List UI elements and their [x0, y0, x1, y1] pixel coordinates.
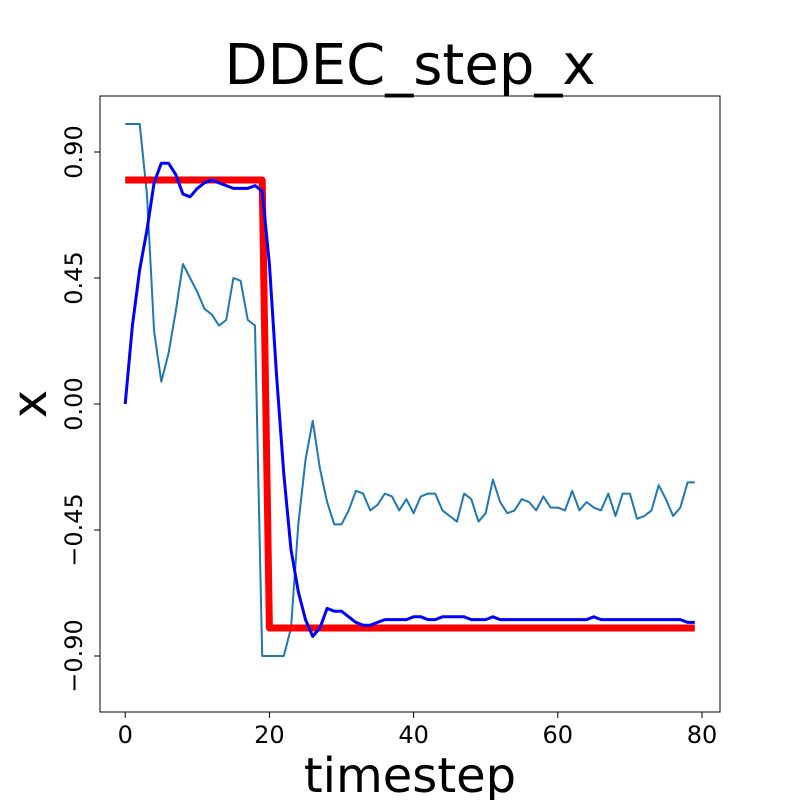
y-axis: 0.90 0.45 0.00 −0.45 −0.90 — [60, 125, 100, 693]
y-tick-label: −0.90 — [60, 619, 88, 693]
x-tick-label: 60 — [543, 721, 574, 749]
series-line-2 — [125, 176, 695, 632]
x-tick-label: 80 — [687, 721, 718, 749]
y-tick-label: 0.90 — [60, 125, 88, 178]
x-tick-label: 40 — [398, 721, 429, 749]
series-line-1 — [125, 123, 695, 657]
y-axis-label: x — [2, 390, 58, 418]
plot-area — [123, 123, 695, 657]
y-tick-label: 0.45 — [60, 251, 88, 304]
x-axis-label: timestep — [304, 748, 516, 800]
series-line-3 — [123, 161, 695, 638]
x-axis: 0 20 40 60 80 — [118, 712, 718, 749]
x-tick-label: 20 — [254, 721, 285, 749]
chart-title: DDEC_step_x — [225, 33, 596, 98]
y-tick-label: 0.00 — [60, 377, 88, 430]
x-tick-label: 0 — [118, 721, 133, 749]
y-tick-label: −0.45 — [60, 493, 88, 567]
